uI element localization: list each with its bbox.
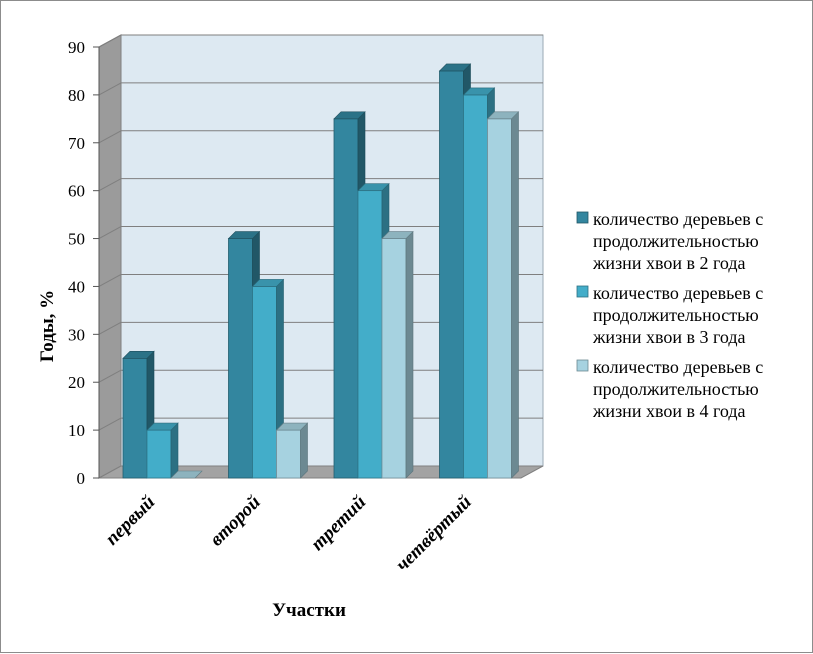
legend-label: количество деревьев с [593, 283, 763, 303]
legend: количество деревьев спродолжительностьюж… [576, 209, 763, 421]
gridline-side [98, 34, 122, 48]
bar-top [438, 63, 472, 72]
bar [439, 70, 464, 479]
bar-top [227, 231, 261, 239]
bar-top [275, 422, 309, 431]
gridline-side [98, 321, 122, 335]
legend-label: продолжительностью [593, 305, 759, 325]
bars [122, 63, 520, 479]
legend-swatch [576, 359, 589, 372]
y-tick-label: 80 [68, 86, 85, 105]
bar-side [300, 422, 308, 479]
legend-label: жизни хвои в 3 года [592, 327, 746, 347]
x-tick-label: второй [206, 492, 265, 551]
x-axis-title: Участки [272, 600, 346, 621]
x-tick-label: первый [101, 492, 159, 550]
y-tick-label: 60 [68, 182, 85, 201]
legend-label: количество деревьев с [593, 357, 763, 377]
legend-label: продолжительностью [593, 231, 759, 251]
y-tick-label: 40 [68, 277, 85, 296]
x-tick-label: третий [307, 492, 370, 555]
y-tick-label: 10 [68, 421, 85, 440]
bar [146, 429, 172, 479]
bar-top [333, 111, 366, 120]
y-tick-label: 30 [68, 325, 85, 344]
bar-top [122, 350, 155, 359]
gridline-side [98, 226, 122, 239]
gridline-side [98, 178, 122, 192]
y-tick-label: 0 [77, 469, 86, 488]
legend-swatch [576, 211, 589, 224]
gridline-side [98, 274, 122, 287]
y-tick-label: 50 [68, 230, 85, 249]
legend-swatch [576, 285, 589, 298]
bar-side [405, 230, 414, 479]
bar [252, 286, 277, 479]
bar-top [251, 279, 285, 287]
bar [357, 190, 383, 479]
legend-label: жизни хвои в 2 года [592, 253, 746, 273]
bar [228, 238, 253, 479]
bar [487, 118, 512, 479]
y-tick-label: 90 [68, 38, 85, 57]
legend-label: количество деревьев с [593, 209, 763, 229]
x-tick-label: четвёртый [392, 492, 476, 576]
x-tick-labels: первый второй третий четвёртый [101, 492, 475, 576]
bar-side [511, 111, 519, 479]
bar [276, 429, 301, 479]
bar-top [462, 87, 496, 96]
side-wall [98, 34, 122, 479]
y-tick-label: 70 [68, 134, 85, 153]
bar-top [486, 111, 520, 120]
bar [333, 118, 359, 479]
bar [463, 94, 488, 479]
bar-side [170, 422, 179, 479]
gridline-side [98, 82, 122, 96]
gridline-side [98, 130, 122, 144]
legend-label: продолжительностью [593, 379, 759, 399]
bar-top [146, 422, 179, 431]
bar [381, 238, 407, 479]
legend-label: жизни хвои в 4 года [592, 401, 746, 421]
y-axis-title: Годы, % [37, 290, 58, 362]
bar-top [357, 183, 390, 191]
bar [122, 357, 148, 479]
bar-top [170, 470, 203, 479]
y-tick-labels: 0 10 20 30 40 50 60 70 80 90 [68, 38, 85, 488]
gridline-side [98, 369, 122, 383]
gridline-side [98, 417, 122, 431]
y-tick-label: 20 [68, 373, 85, 392]
bar-top [381, 231, 414, 239]
